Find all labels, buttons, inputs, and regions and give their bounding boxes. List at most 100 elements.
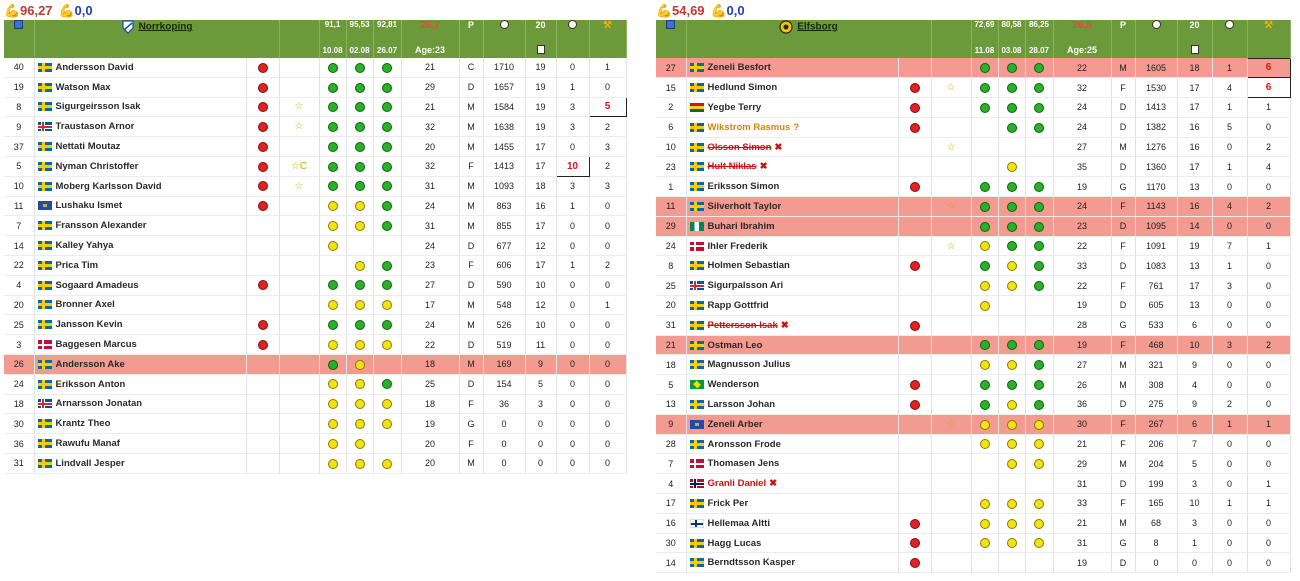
- player-name[interactable]: Ostman Leo: [707, 339, 763, 351]
- goals-header[interactable]: [1212, 20, 1248, 58]
- select-all-header[interactable]: [656, 20, 687, 58]
- player-name[interactable]: Ihler Frederik: [707, 240, 768, 252]
- player-name[interactable]: Rapp Gottfrid: [707, 299, 769, 311]
- player-name-cell[interactable]: Sogaard Amadeus: [34, 275, 247, 296]
- player-name-cell[interactable]: Pettersson Isak ✖: [686, 315, 899, 336]
- player-name-cell[interactable]: Sigurgeirsson Isak: [34, 97, 247, 118]
- player-name-cell[interactable]: Rapp Gottfrid: [686, 295, 899, 316]
- player-name-cell[interactable]: Holmen Sebastian: [686, 255, 899, 277]
- select-all-header[interactable]: [4, 20, 35, 58]
- table-row[interactable]: 14 Berndtsson Kasper 19 D 0 0 0 0: [656, 552, 1291, 574]
- player-name-cell[interactable]: Baggesen Marcus: [34, 334, 247, 355]
- games-header[interactable]: [525, 42, 557, 58]
- player-name-cell[interactable]: Hagg Lucas: [686, 533, 899, 554]
- table-row[interactable]: 27 Zeneli Besfort 22 M 1605 18 1 6: [656, 57, 1291, 79]
- team-header[interactable]: Elfsborg: [686, 20, 932, 42]
- player-name[interactable]: Granli Daniel: [707, 478, 767, 490]
- player-name-cell[interactable]: Jansson Kevin: [34, 314, 247, 336]
- player-name[interactable]: Berndtsson Kasper: [707, 557, 796, 569]
- player-name[interactable]: Pettersson Isak: [707, 319, 778, 331]
- player-name[interactable]: Kalley Yahya: [55, 240, 114, 252]
- table-row[interactable]: 30 Hagg Lucas 31 G 8 1 0 0: [656, 533, 1291, 554]
- table-row[interactable]: 37 Nettati Moutaz 20 M 1455 17 0 3: [4, 136, 627, 157]
- player-name[interactable]: Wikstrom Rasmus: [707, 121, 791, 133]
- player-name[interactable]: Zeneli Besfort: [707, 62, 771, 74]
- player-name[interactable]: Hellemaa Altti: [707, 517, 770, 529]
- player-name-cell[interactable]: Kalley Yahya: [34, 235, 247, 256]
- player-name-cell[interactable]: Andersson Ake: [34, 354, 247, 375]
- table-row[interactable]: 3 Baggesen Marcus 22 D 519 11 0 0: [4, 334, 627, 355]
- team-name-link[interactable]: Elfsborg: [797, 21, 838, 33]
- player-name[interactable]: Rawufu Manaf: [55, 438, 120, 450]
- table-row[interactable]: 16 Hellemaa Altti 21 M 68 3 0 0: [656, 513, 1291, 534]
- table-row[interactable]: 19 Watson Max 29 D 1657 19 1 0: [4, 77, 627, 98]
- player-name-cell[interactable]: Eriksson Anton: [34, 374, 247, 395]
- table-row[interactable]: 26 Andersson Ake 18 M 169 9 0 0: [4, 354, 627, 375]
- player-name-cell[interactable]: Thomasen Jens: [686, 453, 899, 475]
- table-row[interactable]: 22 Prica Tim 23 F 606 17 1 2: [4, 255, 627, 276]
- player-name[interactable]: Holmen Sebastian: [707, 260, 790, 272]
- player-name[interactable]: Aronsson Frode: [707, 438, 781, 450]
- table-row[interactable]: 14 Kalley Yahya 24 D 677 12 0 0: [4, 235, 627, 256]
- player-name-cell[interactable]: Arnarsson Jonatan: [34, 394, 247, 415]
- player-name[interactable]: Sigurgeirsson Isak: [55, 101, 141, 113]
- player-name[interactable]: Jansson Kevin: [55, 319, 123, 331]
- player-name-cell[interactable]: Bronner Axel: [34, 295, 247, 316]
- table-row[interactable]: 21 Ostman Leo 19 F 468 10 3 2: [656, 335, 1291, 356]
- player-name-cell[interactable]: Watson Max: [34, 77, 247, 98]
- player-name[interactable]: Eriksson Simon: [707, 181, 780, 193]
- position-header[interactable]: P: [459, 20, 484, 58]
- player-name[interactable]: Arnarsson Jonatan: [55, 398, 143, 410]
- assists-header[interactable]: ⚒: [589, 20, 627, 58]
- table-row[interactable]: 31 Lindvall Jesper 20 M 0 0 0 0: [4, 453, 627, 474]
- player-name-cell[interactable]: Hellemaa Altti: [686, 513, 899, 534]
- player-name-cell[interactable]: Prica Tim: [34, 255, 247, 276]
- table-row[interactable]: 13 Larsson Johan 36 D 275 9 2 0: [656, 394, 1291, 415]
- goals-header[interactable]: [556, 20, 590, 58]
- player-name-cell[interactable]: Lindvall Jesper: [34, 453, 247, 474]
- player-name-cell[interactable]: Traustason Arnor: [34, 116, 247, 138]
- player-name[interactable]: Sigurpalsson Ari: [707, 280, 784, 292]
- player-name-cell[interactable]: Wenderson: [686, 374, 899, 396]
- player-name-cell[interactable]: Silverholt Taylor: [686, 196, 899, 217]
- player-name[interactable]: Fransson Alexander: [55, 220, 147, 232]
- position-header[interactable]: P: [1111, 20, 1136, 58]
- player-name[interactable]: Watson Max: [55, 81, 111, 93]
- table-row[interactable]: 24 Eriksson Anton 25 D 154 5 0 0: [4, 374, 627, 395]
- table-row[interactable]: 30 Krantz Theo 19 G 0 0 0 0: [4, 413, 627, 435]
- table-row[interactable]: 40 Andersson David 21 C 1710 19 0 1: [4, 58, 627, 78]
- value-header[interactable]: [483, 20, 526, 58]
- player-name-cell[interactable]: Krantz Theo: [34, 413, 247, 435]
- table-row[interactable]: 23 Hult Niklas ✖ 35 D 1360 17 1 4: [656, 156, 1291, 178]
- form-date-3[interactable]: 26.07: [373, 42, 402, 58]
- table-row[interactable]: 11 Lushaku Ismet 24 M 863 16 1 0: [4, 196, 627, 217]
- player-name-cell[interactable]: Moberg Karlsson David: [34, 176, 247, 197]
- player-name-cell[interactable]: Ostman Leo: [686, 335, 899, 356]
- table-row[interactable]: 9 Traustason Arnor ☆ 32 M 1638 19 3 2: [4, 116, 627, 138]
- player-name-cell[interactable]: Zeneli Besfort: [686, 58, 899, 79]
- table-row[interactable]: 36 Rawufu Manaf 20 F 0 0 0 0: [4, 433, 627, 454]
- table-row[interactable]: 31 Pettersson Isak ✖ 28 G 533 6 0 0: [656, 315, 1291, 336]
- form-date-2[interactable]: 03.08: [998, 42, 1026, 58]
- player-name[interactable]: Frick Per: [707, 497, 749, 509]
- player-name-cell[interactable]: Sigurpalsson Ari: [686, 275, 899, 297]
- player-name-cell[interactable]: Andersson David: [34, 58, 247, 78]
- table-row[interactable]: 18 Arnarsson Jonatan 18 F 36 3 0 0: [4, 394, 627, 415]
- table-row[interactable]: 17 Frick Per 33 F 165 10 1 1: [656, 493, 1291, 514]
- table-row[interactable]: 10 Moberg Karlsson David ☆ 31 M 1093 18 3 3: [4, 176, 627, 197]
- table-row[interactable]: 5 Wenderson 26 M 308 4 0 0: [656, 374, 1291, 396]
- player-name-cell[interactable]: Larsson Johan: [686, 394, 899, 415]
- player-name-cell[interactable]: Ihler Frederik: [686, 236, 899, 257]
- table-row[interactable]: 11 Silverholt Taylor ☆ 24 F 1143 16 4 2: [656, 196, 1291, 217]
- table-row[interactable]: 15 Hedlund Simon ☆ 32 F 1530 17 4 6: [656, 77, 1291, 99]
- table-row[interactable]: 28 Aronsson Frode 21 F 206 7 0 0: [656, 434, 1291, 455]
- player-name-cell[interactable]: Buhari Ibrahim: [686, 216, 899, 237]
- table-row[interactable]: 20 Bronner Axel 17 M 548 12 0 1: [4, 295, 627, 316]
- player-name-cell[interactable]: Berndtsson Kasper: [686, 552, 899, 574]
- player-name[interactable]: Andersson Ake: [55, 358, 125, 370]
- assists-header[interactable]: ⚒: [1247, 20, 1291, 58]
- player-name[interactable]: Nyman Christoffer: [55, 160, 139, 172]
- table-row[interactable]: 25 Sigurpalsson Ari 22 F 761 17 3 0: [656, 275, 1291, 297]
- table-row[interactable]: 1 Eriksson Simon 19 G 1170 13 0 0: [656, 176, 1291, 198]
- player-name[interactable]: Andersson David: [55, 61, 134, 73]
